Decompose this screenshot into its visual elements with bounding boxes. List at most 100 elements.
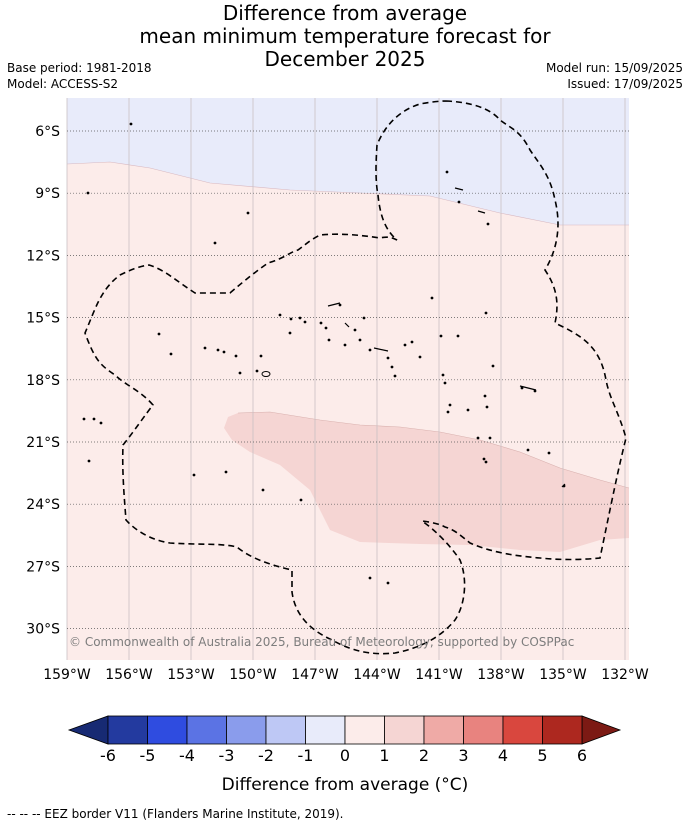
colorbar-segment (107, 715, 148, 745)
island-marker (488, 436, 492, 440)
island-marker (157, 332, 161, 336)
island-marker (234, 354, 238, 358)
latitude-label: 27°S (26, 559, 60, 575)
longitude-labels: 159°W 156°W 153°W 150°W 147°W 144°W 141°W 138°W… (43, 667, 649, 683)
latitude-label: 15°S (26, 311, 60, 327)
island-marker (82, 417, 86, 421)
colorbar-tick-label: -6 (100, 746, 116, 765)
island-marker (390, 365, 394, 369)
island-marker (456, 334, 460, 338)
meta-right: Model run: 15/09/2025 Issued: 17/09/2025 (546, 60, 683, 92)
island-marker (485, 405, 489, 409)
island-marker (238, 371, 242, 375)
colorbar-segment (226, 715, 267, 745)
gridlines (66, 98, 629, 660)
island-marker (338, 303, 342, 307)
colorbar-tick-label: 6 (577, 746, 587, 765)
colorbar-segment (384, 715, 425, 745)
colorbar-tick-label: -3 (219, 746, 235, 765)
latitude-label: 9°S (35, 186, 60, 202)
island-marker (261, 371, 271, 377)
island-marker (222, 350, 226, 354)
colorbar-segment (502, 715, 543, 745)
colorbar (67, 715, 622, 745)
island-marker (86, 191, 90, 195)
island-marker (446, 410, 450, 414)
latitude-label: 6°S (35, 124, 60, 140)
eez-border (84, 100, 627, 655)
island-marker (373, 347, 389, 352)
island-marker (99, 421, 103, 425)
latitude-labels: 6°S 9°S 12°S 15°S 18°S 21°S 24°S 27°S 30°S (26, 124, 60, 638)
island-marker (482, 457, 486, 461)
island-marker (386, 581, 390, 585)
island-marker (547, 451, 551, 455)
island-marker (327, 338, 331, 342)
colorbar-label: Difference from average (°C) (222, 775, 469, 795)
colorbar-extend-high (581, 715, 622, 745)
island-marker (303, 320, 307, 324)
longitude-label: 135°W (539, 667, 587, 683)
colorbar-tick-label: 1 (379, 746, 389, 765)
islands (82, 122, 566, 585)
island-marker (466, 408, 470, 412)
title-line-2: mean minimum temperature forecast for (139, 24, 551, 48)
colorbar-extend-low (67, 715, 109, 745)
colorbar-tick-label: 2 (419, 746, 429, 765)
colorbar-segment (186, 715, 227, 745)
map-panel (67, 98, 629, 660)
island-marker (192, 473, 196, 477)
longitude-label: 156°W (105, 667, 153, 683)
colorbar-segment (423, 715, 464, 745)
latitude-label: 12°S (26, 248, 60, 264)
island-marker (368, 348, 372, 352)
model-name: Model: ACCESS-S2 (7, 77, 119, 91)
island-marker (353, 328, 357, 332)
colorbar-segment (463, 715, 504, 745)
island-marker (224, 470, 228, 474)
island-marker (169, 352, 173, 356)
island-marker (486, 222, 490, 226)
latitude-label: 24°S (26, 497, 60, 513)
eez-legend: -- -- -- EEZ border V11 (Flanders Marine… (7, 807, 344, 821)
island-marker (129, 122, 133, 126)
colorbar-tick-label: 5 (537, 746, 547, 765)
island-marker (289, 317, 293, 321)
island-marker (441, 373, 445, 377)
island-marker (344, 322, 350, 328)
island-marker (255, 369, 259, 373)
band-1-to-2 (224, 412, 629, 552)
longitude-label: 138°W (477, 667, 525, 683)
colorbar-tick-label: 3 (458, 746, 468, 765)
island-marker (87, 459, 91, 463)
base-period: Base period: 1981-2018 (7, 61, 152, 75)
island-marker (327, 302, 341, 307)
island-marker (476, 436, 480, 440)
longitude-label: 150°W (229, 667, 277, 683)
map-title: Difference from average mean minimum tem… (0, 2, 690, 71)
colorbar-tick-label: 0 (340, 746, 350, 765)
band-minus1-to-0 (67, 98, 629, 225)
longitude-label: 132°W (601, 667, 649, 683)
island-marker (448, 403, 452, 407)
island-marker (519, 385, 537, 391)
island-marker (343, 343, 347, 347)
island-marker (526, 448, 530, 452)
island-marker (288, 331, 292, 335)
colorbar-segment (344, 715, 385, 745)
island-marker (457, 200, 461, 204)
island-marker (358, 338, 362, 342)
colorbar-tick-label: -4 (179, 746, 195, 765)
colorbar-segment (542, 715, 583, 745)
island-marker (454, 187, 464, 191)
island-marker (393, 374, 397, 378)
island-marker (439, 334, 443, 338)
island-marker (561, 483, 566, 488)
island-marker (319, 321, 323, 325)
model-run: Model run: 15/09/2025 (545, 61, 683, 75)
colorbar-segment (265, 715, 306, 745)
island-marker (520, 386, 524, 390)
meta-left: Base period: 1981-2018 Model: ACCESS-S2 (7, 60, 152, 92)
island-marker (418, 355, 422, 359)
